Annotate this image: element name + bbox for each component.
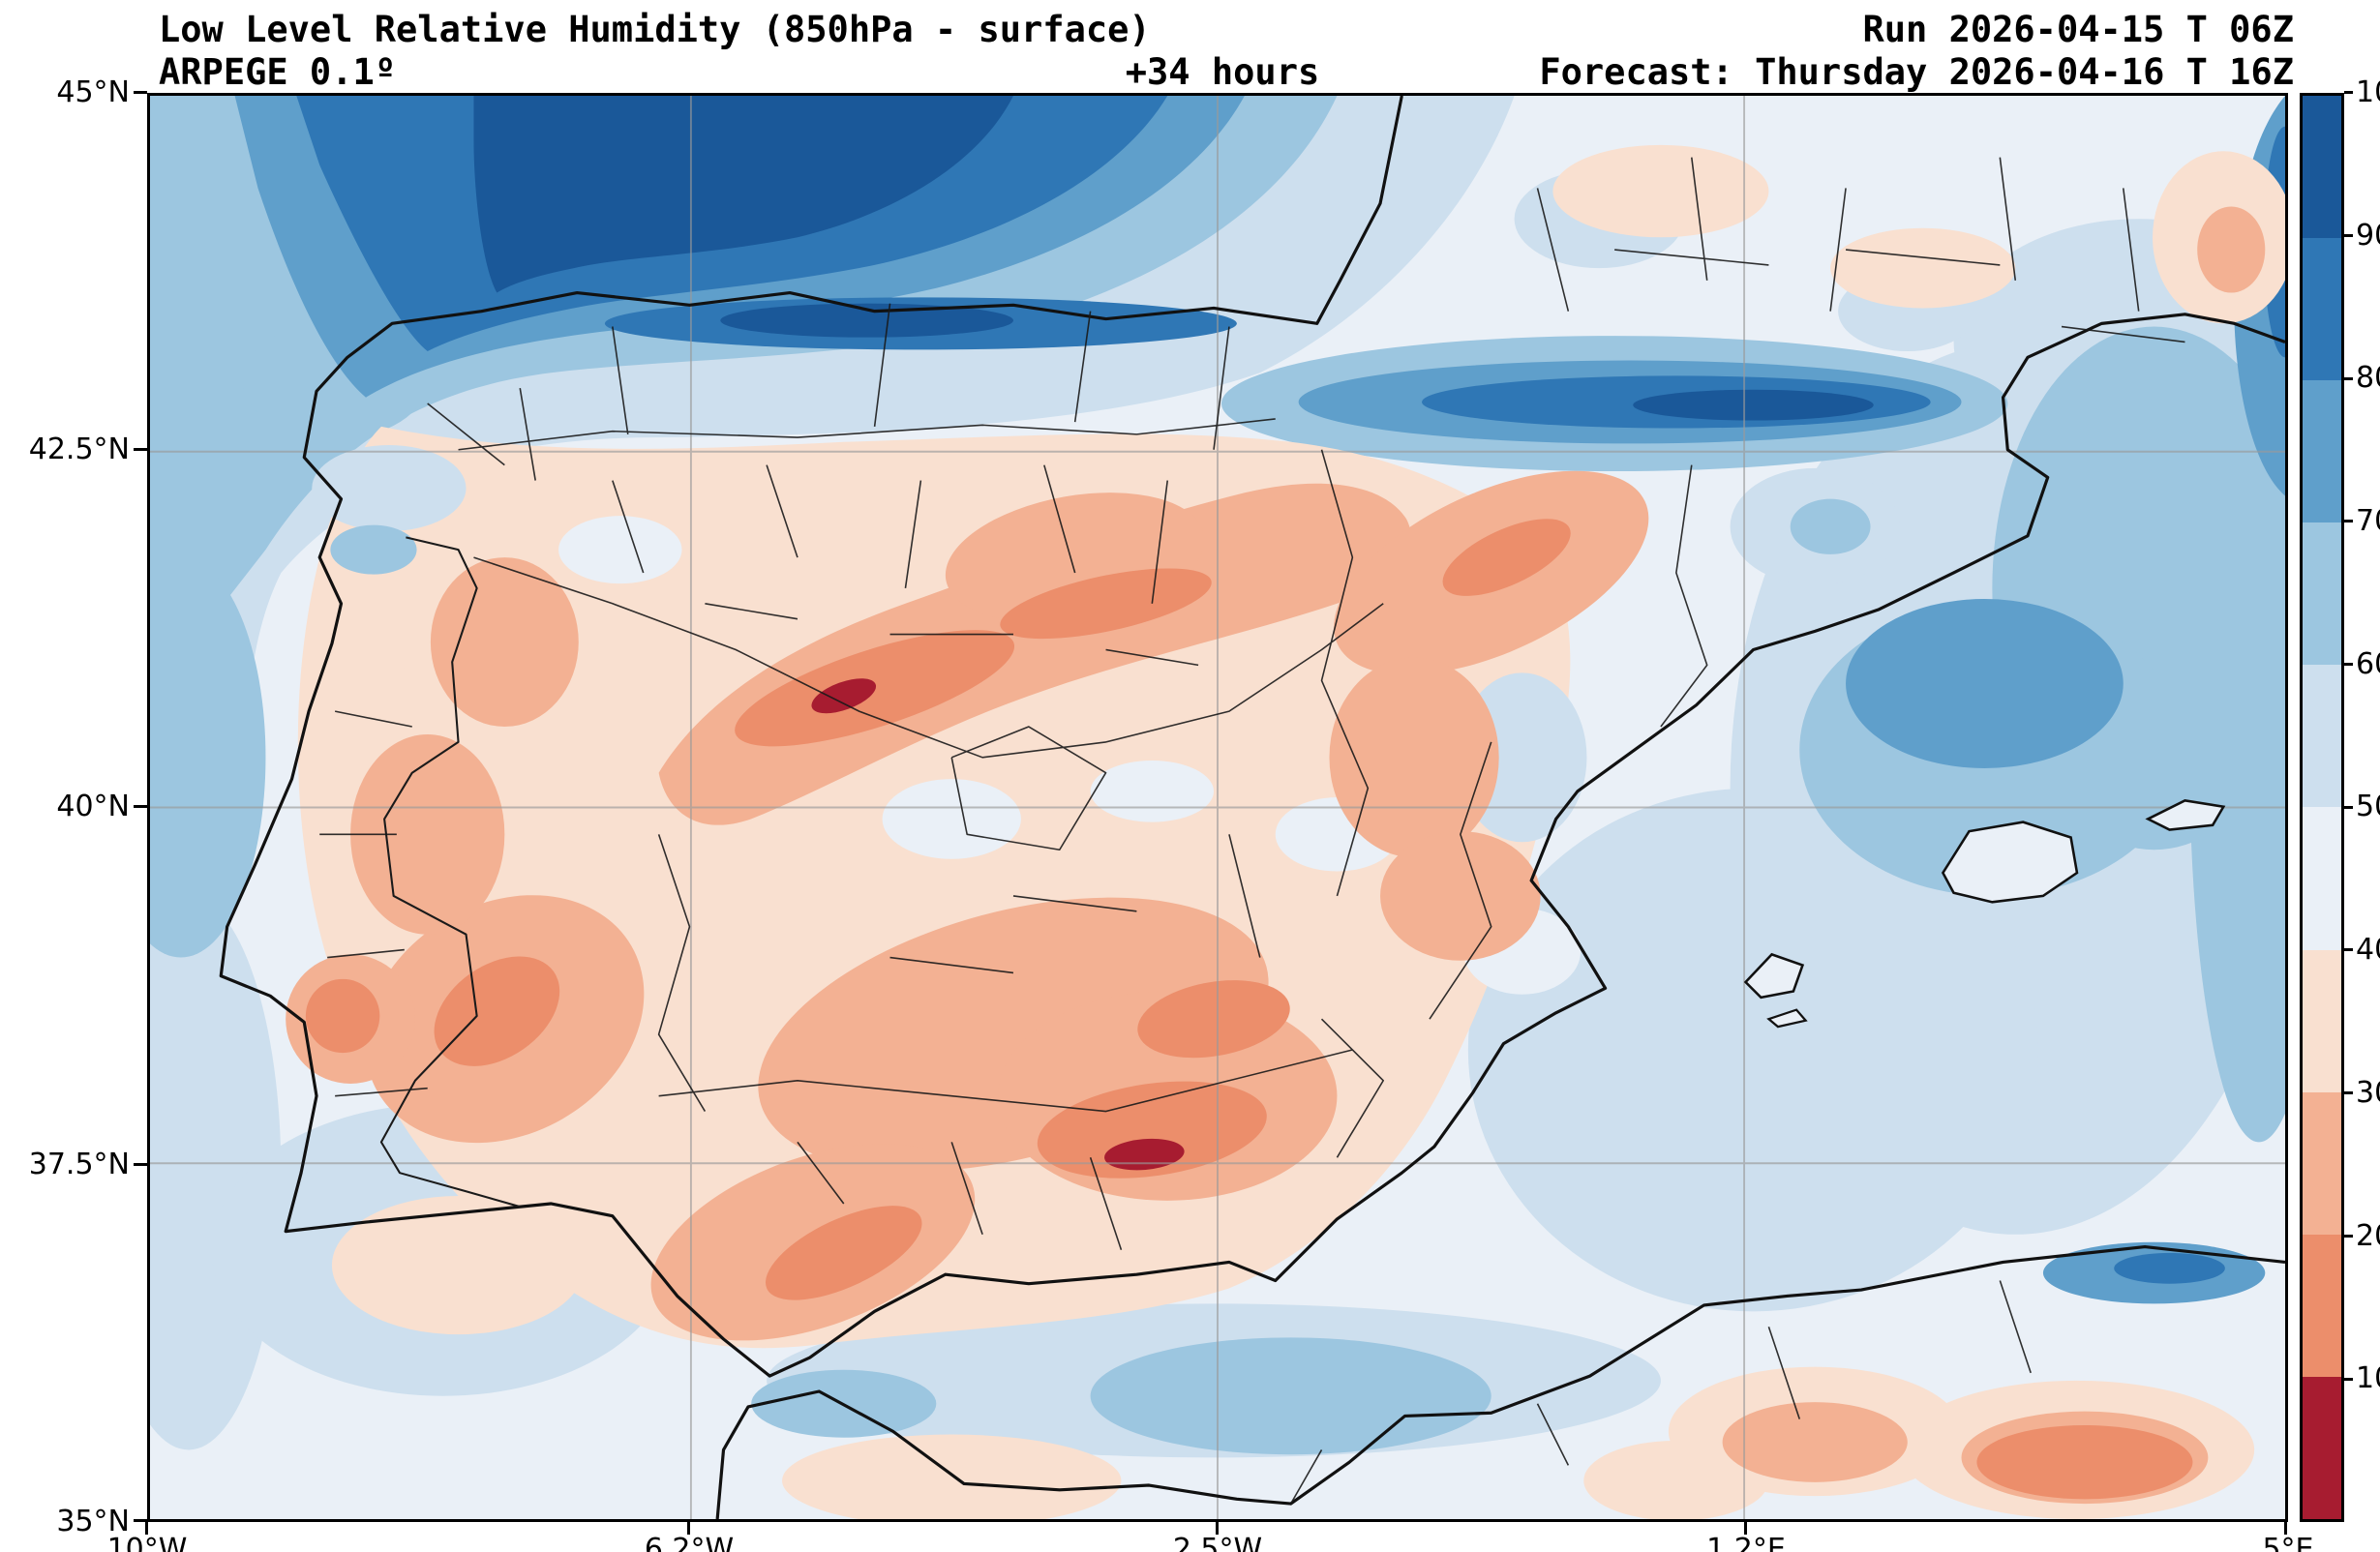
colorbar-segment-30-20	[2303, 1091, 2341, 1235]
x-tick-label-1-2e: 1.2°E	[1706, 1533, 1786, 1552]
colorbar-tick	[2344, 1235, 2353, 1238]
colorbar-segment-90-80	[2303, 238, 2341, 381]
y-tick-label-35n: 35°N	[56, 1505, 130, 1538]
colorbar	[2300, 93, 2344, 1522]
colorbar-tick	[2344, 1091, 2353, 1094]
colorbar-tick	[2344, 948, 2353, 951]
x-tick-label-10w: 10°W	[106, 1533, 188, 1552]
colorbar-label-90: 90	[2356, 219, 2380, 253]
y-axis-tick	[134, 1163, 147, 1166]
x-tick-label-2-5w: 2.5°W	[1172, 1533, 1263, 1552]
y-axis-tick	[134, 91, 147, 94]
colorbar-tick	[2344, 663, 2353, 666]
y-tick-label-40n: 40°N	[56, 790, 130, 823]
colorbar-label-100: 100	[2356, 75, 2380, 109]
x-axis-tick	[687, 1522, 690, 1535]
map-plot	[147, 93, 2288, 1522]
x-tick-label-5e: 5°E	[2262, 1533, 2314, 1552]
colorbar-tick	[2344, 1378, 2353, 1381]
y-tick-label-42-5n: 42.5°N	[28, 433, 130, 466]
lead-time-label: +34 hours	[1125, 51, 1320, 93]
x-tick-label-6-2w: 6.2°W	[644, 1533, 735, 1552]
colorbar-segment-100-90	[2303, 96, 2341, 239]
y-axis-tick	[134, 448, 147, 451]
colorbar-segment-70-60	[2303, 522, 2341, 666]
run-label: Run 2026-04-15 T 06Z	[1862, 9, 2294, 50]
colorbar-label-50: 50	[2356, 790, 2380, 823]
colorbar-label-70: 70	[2356, 504, 2380, 538]
y-axis-tick	[134, 1519, 147, 1522]
x-axis-tick	[1744, 1522, 1747, 1535]
x-axis-tick	[145, 1522, 148, 1535]
graticule-lines	[150, 96, 2285, 1519]
colorbar-label-40: 40	[2356, 933, 2380, 967]
colorbar-label-10: 10	[2356, 1361, 2380, 1395]
colorbar-segment-50-40	[2303, 807, 2341, 950]
colorbar-label-20: 20	[2356, 1219, 2380, 1253]
colorbar-label-80: 80	[2356, 361, 2380, 395]
model-label: ARPEGE 0.1º	[159, 51, 397, 93]
colorbar-segment-60-50	[2303, 665, 2341, 808]
y-tick-label-45n: 45°N	[56, 75, 130, 109]
colorbar-label-60: 60	[2356, 647, 2380, 681]
colorbar-segment-10-0	[2303, 1376, 2341, 1519]
colorbar-segment-20-10	[2303, 1234, 2341, 1377]
colorbar-tick	[2344, 806, 2353, 809]
colorbar-segment-40-30	[2303, 949, 2341, 1092]
admin-borders	[319, 157, 2185, 1505]
colorbar-tick	[2344, 520, 2353, 522]
colorbar-tick	[2344, 377, 2353, 380]
forecast-label: Forecast: Thursday 2026-04-16 T 16Z	[1539, 51, 2294, 93]
balearic-islands	[1743, 799, 2226, 1029]
y-tick-label-37-5n: 37.5°N	[28, 1148, 130, 1181]
colorbar-tick	[2344, 91, 2353, 94]
colorbar-segment-80-70	[2303, 380, 2341, 523]
y-axis-tick	[134, 805, 147, 808]
colorbar-label-30: 30	[2356, 1076, 2380, 1110]
humidity-map	[150, 96, 2285, 1519]
colorbar-tick	[2344, 234, 2353, 237]
x-axis-tick	[2284, 1522, 2287, 1535]
x-axis-tick	[1216, 1522, 1219, 1535]
coastlines	[219, 96, 2285, 1519]
page-title: Low Level Relative Humidity (850hPa - su…	[159, 9, 1151, 50]
